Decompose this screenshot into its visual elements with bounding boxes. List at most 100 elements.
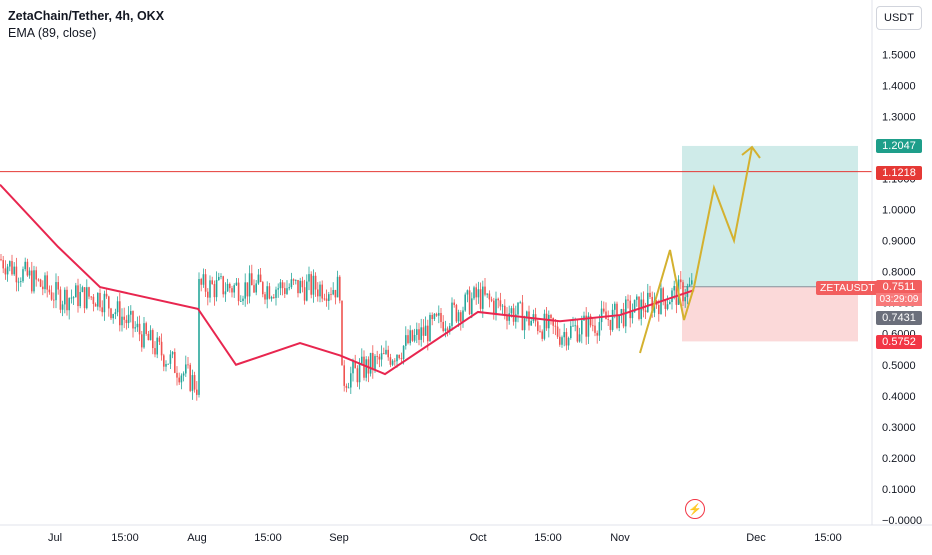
candle-body	[303, 287, 306, 301]
candle-body	[145, 323, 147, 334]
candle-body	[264, 294, 266, 300]
candle-body	[666, 304, 669, 309]
lightning-icon[interactable]: ⚡	[685, 499, 705, 519]
candle-body	[477, 289, 480, 298]
candle-body	[631, 312, 634, 319]
candle-body	[321, 284, 323, 299]
candle-body	[664, 299, 667, 309]
candle-body	[471, 298, 473, 315]
candle-body	[50, 292, 53, 300]
candle-body	[618, 315, 620, 328]
price-tick-label: −0.0000	[882, 515, 922, 527]
candle-body	[176, 372, 178, 378]
candle-body	[26, 261, 29, 276]
candle-body	[134, 327, 136, 329]
candle-body	[576, 325, 579, 342]
candle-body	[530, 320, 532, 326]
candle-body	[647, 292, 649, 313]
candle-body	[594, 325, 596, 333]
projection-arrowhead	[741, 145, 761, 159]
candle-body	[468, 290, 471, 315]
candle-body	[585, 315, 587, 337]
candle-body	[589, 315, 592, 326]
candle-body	[442, 321, 444, 331]
candle-body	[336, 276, 339, 298]
candle-body	[275, 289, 277, 298]
candle-body	[182, 373, 185, 376]
time-tick-label: Dec	[746, 532, 766, 544]
candle-body	[517, 302, 519, 315]
candle-body	[59, 289, 62, 310]
ema-line	[0, 183, 695, 376]
candle-body	[418, 329, 420, 340]
candle-body	[24, 261, 26, 270]
candle-body	[72, 297, 75, 299]
candle-body	[596, 332, 598, 336]
candle-body	[163, 355, 165, 367]
candle-body	[484, 286, 486, 295]
candle-body	[46, 275, 48, 290]
candle-body	[174, 351, 176, 373]
candle-body	[640, 299, 642, 319]
candle-body	[9, 261, 11, 267]
price-tick-label: 1.4000	[882, 80, 916, 92]
candle-body	[328, 294, 330, 301]
candle-body	[240, 300, 242, 302]
candle-body	[132, 311, 134, 329]
candle-body	[587, 315, 590, 337]
candle-body	[332, 290, 334, 295]
candle-body	[193, 375, 196, 390]
stop-zone	[682, 286, 858, 342]
candle-body	[125, 319, 128, 324]
candle-body	[354, 361, 356, 369]
candle-body	[541, 331, 543, 339]
candle-body	[627, 299, 629, 301]
price-tick-label: 0.2000	[882, 453, 916, 465]
candle-body	[0, 259, 2, 261]
candle-body	[4, 268, 7, 275]
time-tick-label: Aug	[187, 532, 207, 544]
stop-price-label: 0.5752	[876, 335, 922, 349]
symbol-price-tag: ZETAUSDT	[816, 281, 879, 295]
candle-body	[314, 275, 317, 290]
candle-body	[407, 335, 409, 344]
candle-body	[88, 287, 90, 297]
candle-body	[255, 283, 257, 293]
candle-body	[277, 288, 279, 290]
candle-body	[211, 280, 213, 285]
candle-body	[451, 302, 453, 326]
candle-body	[127, 314, 130, 324]
candle-body	[284, 288, 286, 294]
candle-body	[156, 337, 158, 355]
candle-body	[563, 332, 565, 338]
candle-body	[636, 296, 638, 300]
price-tick-label: 1.0000	[882, 205, 916, 217]
candle-body	[218, 276, 220, 281]
candle-body	[662, 288, 664, 300]
candle-body	[411, 330, 414, 341]
candle-body	[202, 274, 205, 285]
candle-body	[556, 326, 559, 337]
candle-body	[215, 280, 218, 298]
time-tick-label: Jul	[48, 532, 62, 544]
candle-body	[609, 319, 612, 330]
candle-body	[169, 354, 172, 364]
candle-body	[365, 359, 367, 378]
candle-body	[171, 351, 174, 355]
candle-body	[565, 332, 568, 346]
candle-body	[48, 289, 51, 293]
candle-body	[246, 282, 249, 297]
ema-price-label: 0.7431	[876, 311, 922, 325]
candle-body	[669, 301, 671, 305]
candle-body	[31, 270, 33, 292]
currency-button[interactable]: USDT	[876, 6, 922, 30]
time-tick-label: 15:00	[111, 532, 139, 544]
candle-body	[479, 289, 482, 309]
candle-body	[81, 287, 84, 292]
candle-body	[37, 279, 40, 281]
candle-body	[308, 274, 310, 282]
candle-body	[154, 348, 156, 355]
candle-body	[281, 282, 284, 289]
candle-body	[160, 341, 163, 356]
